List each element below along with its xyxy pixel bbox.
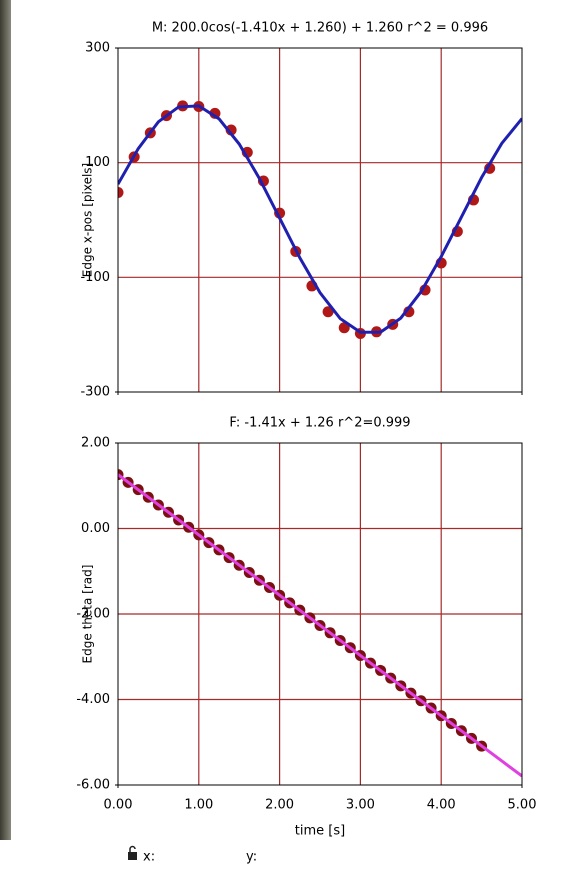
y-tick-label: 100	[85, 155, 110, 170]
lock-icon	[128, 845, 137, 860]
data-point	[118, 186, 124, 198]
x-tick-label: 3.00	[346, 798, 375, 813]
fit-line	[118, 104, 522, 334]
y-tick-label: 0.00	[81, 521, 110, 536]
y-tick-label: -300	[80, 385, 110, 400]
status-y: y:	[246, 850, 257, 865]
x-tick-label: 2.00	[265, 798, 294, 813]
y-tick-label: 2.00	[81, 436, 110, 451]
data-point	[322, 306, 334, 318]
plot-marks	[118, 100, 522, 340]
y-tick-label: -4.00	[76, 692, 110, 707]
y-tick-label: -100	[80, 270, 110, 285]
y-axis-label: Edge theta [rad]	[81, 565, 95, 664]
plot-border	[117, 47, 523, 393]
data-point	[338, 322, 350, 334]
y-tick-label: -6.00	[76, 778, 110, 793]
y-tick-label: -2.00	[76, 607, 110, 622]
x-tick-label: 0.00	[104, 798, 133, 813]
x-axis-label: time [s]	[295, 824, 345, 839]
y-tick-label: 300	[85, 41, 110, 56]
chart-title: M: 200.0cos(-1.410x + 1.260) + 1.260 r^2…	[152, 21, 488, 36]
y-axis-label: Edge x-pos [pixels]	[81, 163, 95, 278]
x-tick-label: 1.00	[184, 798, 213, 813]
plot-marks	[118, 469, 522, 778]
x-tick-label: 5.00	[508, 798, 537, 813]
plot-border	[117, 442, 523, 786]
background-photo-strip	[0, 0, 11, 840]
chart-title: F: -1.41x + 1.26 r^2=0.999	[229, 416, 410, 431]
x-tick-label: 4.00	[427, 798, 456, 813]
status-x: x:	[143, 850, 155, 865]
fit-line	[118, 473, 522, 778]
